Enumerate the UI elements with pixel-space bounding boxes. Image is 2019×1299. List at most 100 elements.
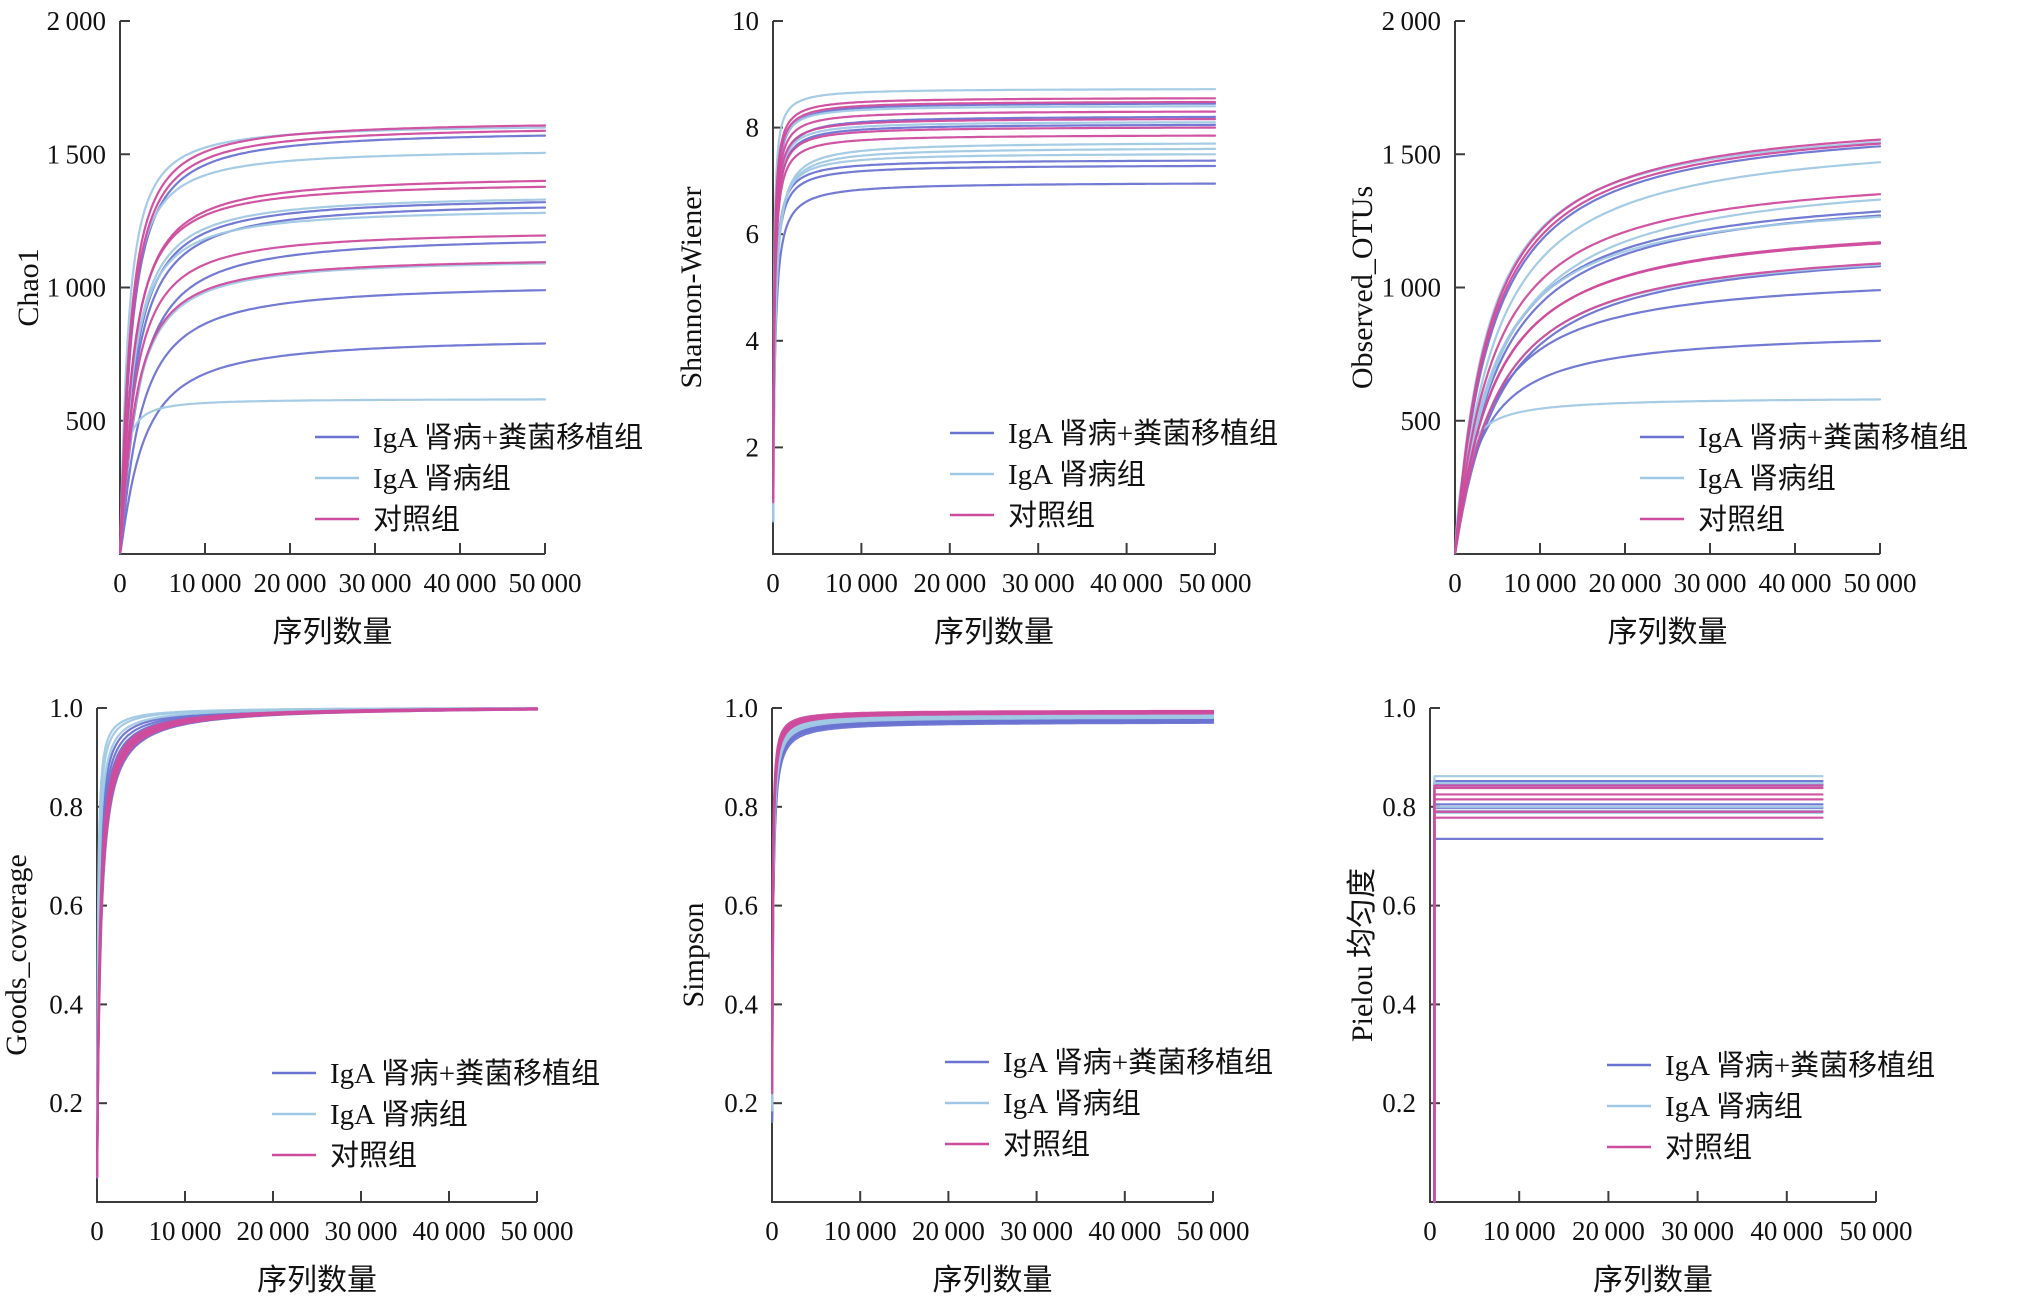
panel-simpson: 0 10 000 20 000 30 000 40 000 50 000 0.2 0.4 0.6… xyxy=(673,650,1346,1299)
y-tick-label: 0.6 xyxy=(1382,891,1416,921)
series-line-group-1 xyxy=(1433,785,1824,1204)
legend-label: IgA 肾病组 xyxy=(330,1098,468,1131)
y-tick-label: 0.8 xyxy=(49,792,83,822)
y-tick-label: 500 xyxy=(66,406,107,436)
chart-chao1: 0 10 000 20 000 30 000 40 000 50 000 500 1 000 1… xyxy=(12,6,643,649)
x-tick-label: 50 000 xyxy=(509,568,582,598)
series-line-group-0 xyxy=(119,342,547,555)
y-tick-label: 2 000 xyxy=(47,6,106,36)
series-line-group-0 xyxy=(1433,803,1824,1204)
series-line-group-2 xyxy=(771,712,1215,1095)
panel-shannon-wiener: 0 10 000 20 000 30 000 40 000 50 000 2 4 6 8 10 序列数… xyxy=(673,0,1346,650)
series-line-group-1 xyxy=(119,198,547,553)
series-line-group-2 xyxy=(1433,793,1824,1204)
legend-label: IgA 肾病+粪菌移植组 xyxy=(373,421,643,454)
y-axis-title: Goods_coverage xyxy=(0,854,33,1056)
series-line-group-2 xyxy=(96,707,539,1170)
legend-label: IgA 肾病组 xyxy=(373,462,511,495)
series-line-group-1 xyxy=(1433,809,1824,1204)
x-tick-label: 40 000 xyxy=(1750,1216,1823,1246)
x-tick-label: 40 000 xyxy=(1090,568,1163,598)
x-tick-label: 50 000 xyxy=(1844,568,1917,598)
x-tick-label: 20 000 xyxy=(1589,568,1662,598)
series-line-group-2 xyxy=(1454,193,1882,554)
x-tick-label: 40 000 xyxy=(424,568,497,598)
x-tick-label: 30 000 xyxy=(1661,1216,1734,1246)
series-line-group-1 xyxy=(119,262,547,554)
x-tick-label: 50 000 xyxy=(1177,1216,1250,1246)
series-line-group-2 xyxy=(119,261,547,554)
x-tick-label: 10 000 xyxy=(169,568,242,598)
series-line-group-1 xyxy=(771,714,1215,1088)
series-line-group-2 xyxy=(1433,798,1824,1204)
chart-simpson: 0 10 000 20 000 30 000 40 000 50 000 0.2 0.4 0.6… xyxy=(677,693,1273,1297)
series-line-group-2 xyxy=(119,124,547,552)
legend-label: IgA 肾病+粪菌移植组 xyxy=(1008,417,1278,450)
series-line-group-2 xyxy=(771,711,1215,1091)
y-tick-label: 4 xyxy=(746,326,760,356)
legend-label: IgA 肾病+粪菌移植组 xyxy=(1003,1046,1273,1079)
panel-pielou: 0 10 000 20 000 30 000 40 000 50 000 0.2 0.4 0.6… xyxy=(1346,650,2019,1299)
series-line-group-1 xyxy=(1433,805,1824,1204)
x-tick-label: 30 000 xyxy=(1002,568,1075,598)
y-tick-label: 2 xyxy=(746,432,760,462)
series-line-group-1 xyxy=(1433,775,1824,1204)
series-line-group-0 xyxy=(1433,806,1824,1204)
series-line-group-2 xyxy=(1454,142,1882,554)
x-axis-title: 序列数量 xyxy=(1608,616,1728,649)
legend-label: IgA 肾病+粪菌移植组 xyxy=(1698,421,1968,454)
legend-label: IgA 肾病组 xyxy=(1008,458,1146,491)
series-line-group-1 xyxy=(772,88,1217,467)
series-line-group-0 xyxy=(96,707,539,1162)
x-tick-label: 0 xyxy=(765,1216,779,1246)
series-line-group-0 xyxy=(119,206,547,554)
series-line-group-1 xyxy=(96,707,539,1177)
x-axis-title: 序列数量 xyxy=(1593,1264,1713,1297)
chart-pielou: 0 10 000 20 000 30 000 40 000 50 000 0.2 0.4 0.6… xyxy=(1346,693,1935,1297)
series-line-group-1 xyxy=(96,707,539,1109)
x-tick-label: 30 000 xyxy=(339,568,412,598)
x-tick-label: 0 xyxy=(1423,1216,1437,1246)
legend-label: 对照组 xyxy=(1008,499,1095,532)
series-line-group-1 xyxy=(772,147,1217,521)
series-line-group-0 xyxy=(772,182,1217,523)
series-line-group-2 xyxy=(1454,262,1882,555)
series-line-group-1 xyxy=(96,707,539,1175)
series-line-group-0 xyxy=(96,707,539,1176)
y-axis-title: Chao1 xyxy=(12,248,45,326)
y-tick-label: 10 xyxy=(732,6,759,36)
series-line-group-2 xyxy=(96,707,539,1174)
series-line-group-1 xyxy=(1433,811,1824,1204)
y-tick-label: 0.2 xyxy=(724,1088,758,1118)
series-line-group-1 xyxy=(772,142,1217,523)
series-line-group-0 xyxy=(772,164,1217,515)
x-tick-label: 10 000 xyxy=(1483,1216,1556,1246)
series-line-group-2 xyxy=(772,134,1217,504)
chart-observed-otus: 0 10 000 20 000 30 000 40 000 50 000 500 1 000 1… xyxy=(1346,6,1968,649)
legend-label: IgA 肾病组 xyxy=(1665,1090,1803,1123)
y-tick-label: 1 000 xyxy=(47,273,106,303)
series-line-group-2 xyxy=(96,707,539,1173)
series-line-group-2 xyxy=(96,708,539,1178)
series-line-group-2 xyxy=(119,185,547,553)
y-tick-label: 2 000 xyxy=(1382,6,1441,36)
series-line-group-2 xyxy=(119,234,547,554)
y-tick-label: 0.8 xyxy=(724,792,758,822)
axis-lines xyxy=(772,21,1215,555)
legend-label: 对照组 xyxy=(1698,503,1785,536)
y-axis-title: Simpson xyxy=(677,902,710,1007)
y-tick-label: 1 500 xyxy=(47,139,106,169)
legend-label: 对照组 xyxy=(373,503,460,536)
y-axis-title: Observed_OTUs xyxy=(1346,186,1379,389)
y-tick-label: 0.6 xyxy=(49,891,83,921)
y-tick-label: 1.0 xyxy=(724,693,758,723)
x-tick-label: 20 000 xyxy=(913,568,986,598)
series-line-group-0 xyxy=(1454,265,1882,555)
series-line-group-1 xyxy=(1454,198,1882,554)
series-line-group-0 xyxy=(771,719,1215,1120)
y-tick-label: 6 xyxy=(746,219,760,249)
y-tick-label: 1.0 xyxy=(49,693,83,723)
series-line-group-1 xyxy=(771,712,1215,1078)
x-tick-label: 30 000 xyxy=(325,1216,398,1246)
x-tick-label: 0 xyxy=(113,568,127,598)
